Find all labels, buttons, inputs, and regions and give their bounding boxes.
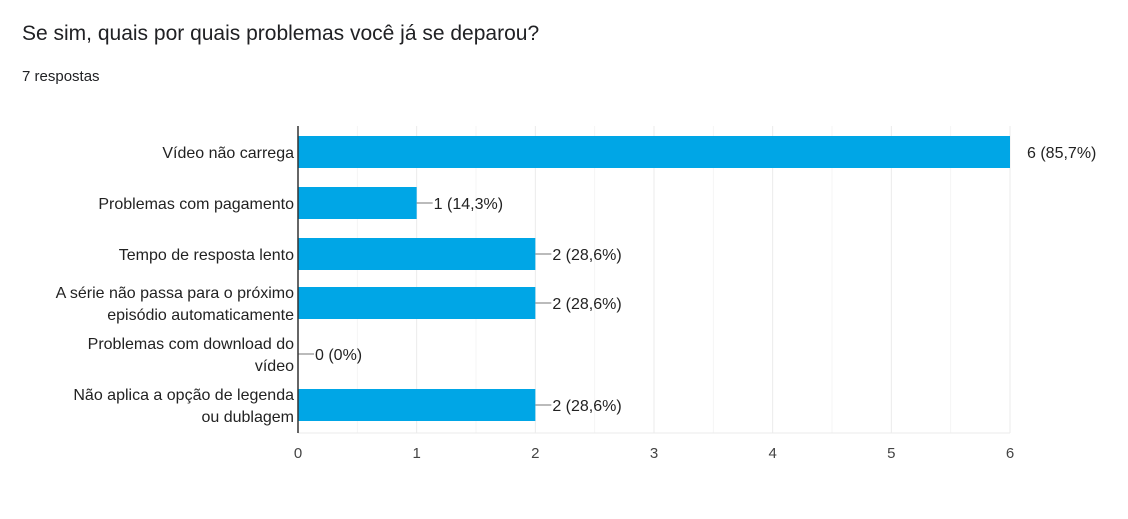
data-label: 2 (28,6%) [552, 296, 621, 313]
bar [298, 287, 536, 319]
bar [298, 238, 536, 270]
category-label: A série não passa para o próximo [56, 285, 294, 302]
x-tick-label: 3 [650, 445, 658, 462]
category-label: Problemas com download do [88, 336, 294, 353]
data-label: 2 (28,6%) [552, 247, 621, 264]
response-count: 7 respostas [22, 68, 100, 85]
category-label: Não aplica a opção de legenda [73, 387, 294, 404]
data-label: 2 (28,6%) [552, 398, 621, 415]
x-tick-label: 0 [294, 445, 302, 462]
x-tick-label: 4 [768, 445, 776, 462]
bar [298, 389, 536, 421]
category-label: Vídeo não carrega [162, 145, 294, 162]
data-label: 6 (85,7%) [1027, 145, 1096, 162]
data-label: 0 (0%) [315, 347, 362, 364]
category-label: Problemas com pagamento [98, 196, 294, 213]
category-label: ou dublagem [201, 409, 294, 426]
x-tick-label: 1 [412, 445, 420, 462]
x-tick-label: 2 [531, 445, 539, 462]
bar [298, 136, 1010, 168]
question-title: Se sim, quais por quais problemas você j… [22, 22, 540, 45]
category-label: episódio automaticamente [107, 307, 294, 324]
x-tick-label: 5 [887, 445, 895, 462]
x-tick-label: 6 [1006, 445, 1014, 462]
category-label: vídeo [255, 358, 294, 375]
category-label: Tempo de resposta lento [119, 247, 294, 264]
data-label: 1 (14,3%) [434, 196, 503, 213]
bar [298, 187, 417, 219]
